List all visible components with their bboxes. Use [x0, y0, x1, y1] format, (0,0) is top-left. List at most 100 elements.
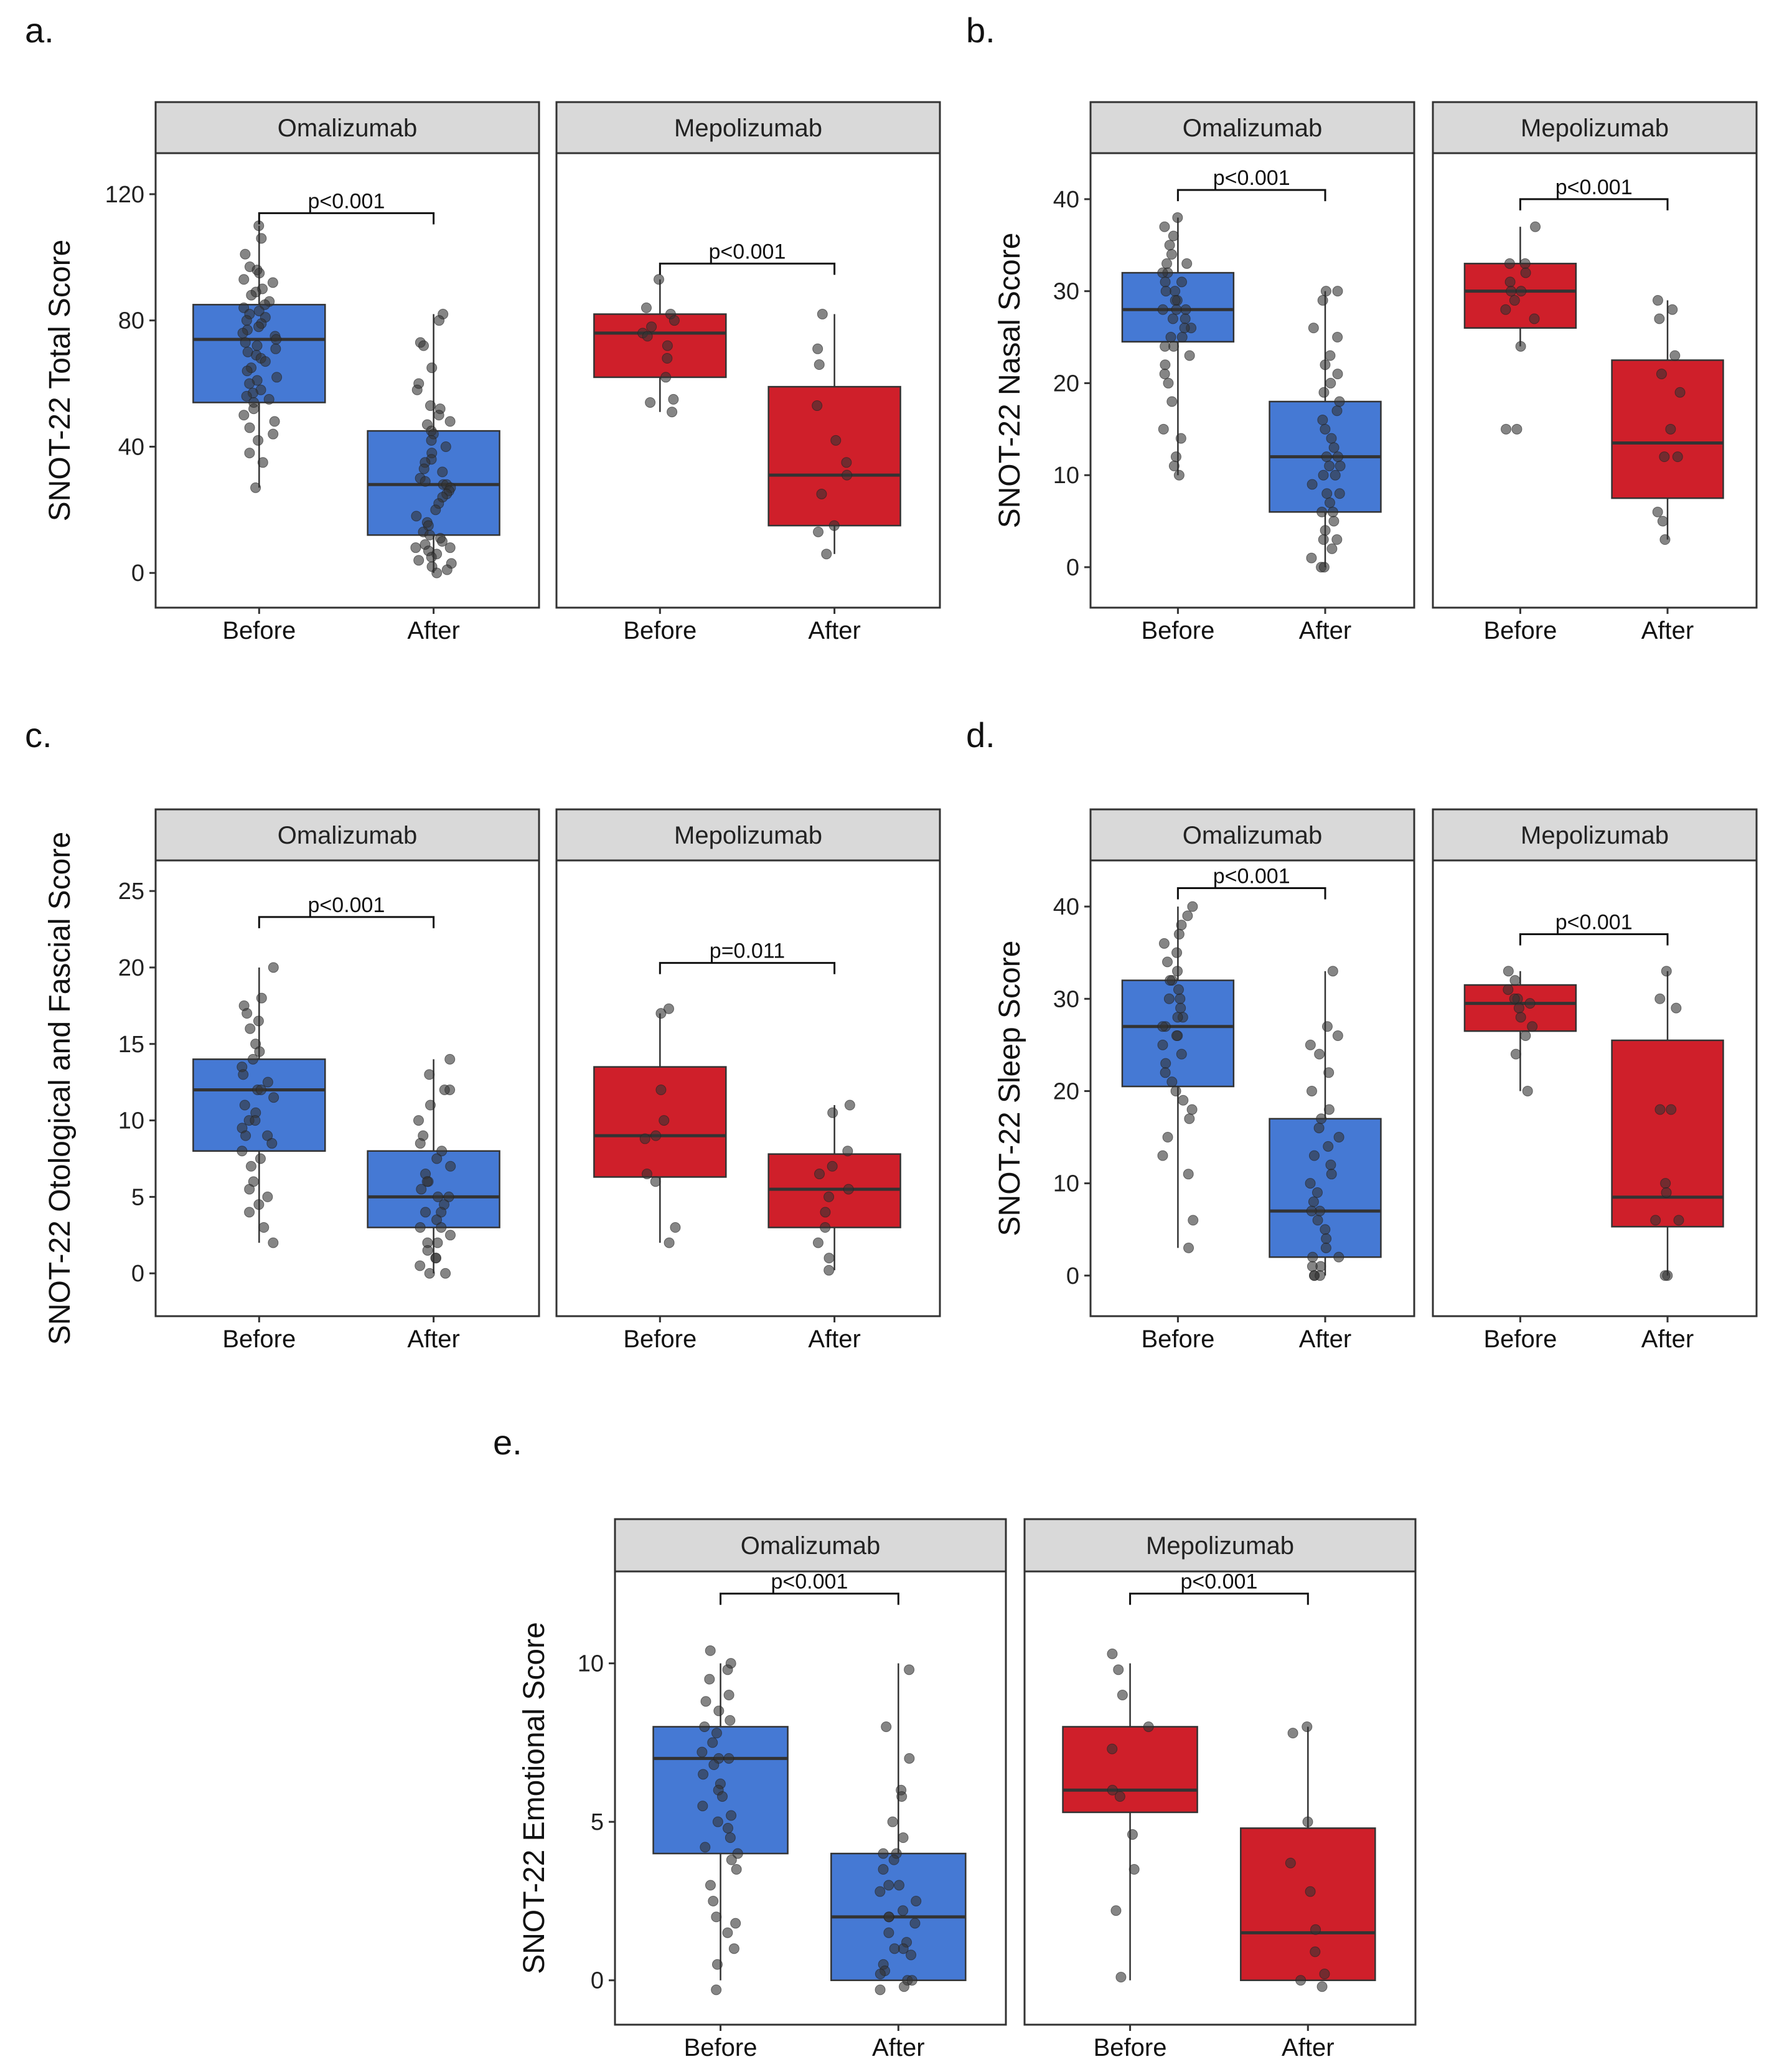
data-point	[1661, 1187, 1672, 1198]
facet-strip-label: Mepolizumab	[1146, 1532, 1294, 1560]
data-point	[1520, 267, 1531, 278]
data-point	[639, 1133, 650, 1144]
box-after: After	[367, 309, 500, 644]
x-tick-label: After	[808, 1326, 860, 1353]
data-point	[418, 340, 429, 351]
data-point	[271, 334, 282, 345]
data-point	[420, 1207, 431, 1218]
data-point	[668, 393, 679, 405]
data-point	[267, 277, 278, 288]
data-point	[843, 1184, 854, 1195]
data-point	[1519, 258, 1531, 269]
data-point	[1318, 387, 1330, 398]
data-point	[253, 305, 265, 316]
data-point	[418, 463, 429, 474]
data-point	[1659, 1270, 1671, 1281]
box-before: Before	[652, 1645, 789, 2061]
data-point	[420, 476, 431, 487]
data-point	[1183, 1169, 1194, 1180]
data-point	[708, 1895, 719, 1906]
data-point	[413, 555, 425, 566]
data-point	[1182, 910, 1193, 921]
data-point	[250, 1115, 261, 1126]
data-point	[1516, 286, 1527, 297]
data-point	[1178, 1095, 1189, 1106]
data-point	[904, 1664, 915, 1675]
data-point	[1114, 1791, 1125, 1802]
x-tick-label: Before	[1483, 617, 1557, 644]
data-point	[1327, 966, 1338, 977]
facet-strip	[555, 808, 941, 862]
facet-strip-label: Omalizumab	[1183, 822, 1323, 849]
facet-strip	[1432, 101, 1758, 154]
data-point	[250, 482, 261, 493]
data-point	[842, 469, 853, 481]
data-point	[707, 1737, 718, 1748]
data-point	[431, 567, 443, 578]
data-point	[1308, 323, 1319, 334]
data-point	[1166, 249, 1177, 260]
data-point	[1175, 1002, 1186, 1014]
data-point	[238, 274, 250, 285]
data-point	[244, 378, 255, 389]
data-point	[441, 564, 453, 575]
data-point	[1183, 1242, 1194, 1253]
chart-panel-c: 0 5 10 15 20 25 SNOT-22 Otological and Fascial…	[44, 808, 941, 1353]
data-point	[1321, 1021, 1333, 1032]
significance-bracket	[1519, 933, 1669, 946]
data-point	[240, 337, 251, 348]
data-point	[256, 992, 267, 1004]
data-point	[1107, 1743, 1118, 1754]
facet-strip-label: Omalizumab	[1183, 115, 1323, 142]
data-point	[1162, 956, 1173, 968]
data-point	[1503, 984, 1514, 995]
data-point	[1524, 998, 1536, 1009]
data-point	[263, 393, 274, 405]
data-point	[1509, 975, 1521, 986]
box-before: Before	[593, 274, 727, 644]
data-point	[642, 331, 653, 342]
data-point	[1332, 1030, 1343, 1042]
data-point	[445, 1230, 456, 1241]
box-after: After	[1611, 966, 1724, 1353]
panel-letter-e: e.	[493, 1423, 522, 1462]
data-point	[1157, 1021, 1168, 1032]
facet-panel-border	[555, 152, 941, 609]
data-point	[1159, 369, 1170, 380]
box-before: Before	[192, 220, 326, 644]
data-point	[655, 1008, 667, 1019]
data-point	[875, 1886, 886, 1897]
data-point	[1117, 1690, 1128, 1701]
data-point	[1167, 313, 1178, 324]
data-point	[1317, 294, 1328, 306]
data-point	[266, 1137, 278, 1149]
data-point	[725, 1715, 736, 1726]
data-point	[1671, 1002, 1682, 1014]
data-point	[1660, 1178, 1671, 1189]
data-point	[711, 1911, 722, 1923]
y-tick-label: 30	[1053, 986, 1079, 1012]
facet-b-omalizumab: Omalizumab Before After p<0.001	[1089, 101, 1415, 644]
data-point	[713, 1705, 725, 1716]
data-point	[1321, 488, 1333, 499]
data-point	[888, 1854, 899, 1865]
data-point	[1157, 304, 1168, 315]
data-point	[1654, 1104, 1666, 1115]
data-point	[898, 1905, 909, 1916]
data-point	[1175, 433, 1186, 444]
box-after: After	[1269, 286, 1382, 644]
y-tick-label: 10	[578, 1651, 604, 1677]
data-point	[1319, 1969, 1330, 1980]
data-point	[1158, 423, 1169, 435]
data-point	[1168, 230, 1179, 242]
data-point	[239, 1100, 250, 1111]
data-point	[425, 1100, 436, 1111]
data-point	[241, 315, 252, 326]
data-point	[1171, 304, 1182, 315]
data-point	[1107, 1784, 1118, 1796]
data-point	[253, 321, 265, 332]
data-point	[1334, 396, 1345, 407]
data-point	[1672, 451, 1683, 463]
y-axis-title: SNOT-22 Total Score	[44, 240, 77, 522]
